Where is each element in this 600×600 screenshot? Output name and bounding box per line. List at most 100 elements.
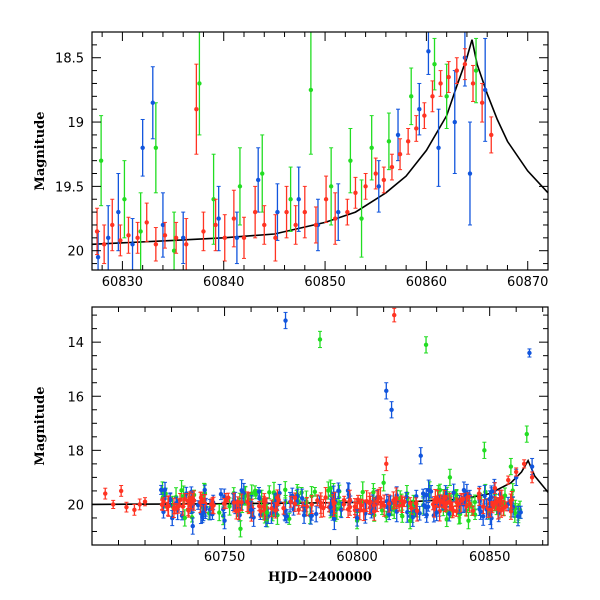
data-point-green	[328, 147, 334, 226]
data-point	[218, 492, 224, 497]
data-point	[283, 487, 288, 492]
data-point-red	[341, 498, 347, 511]
data-point	[492, 501, 497, 506]
data-point-blue	[395, 108, 401, 162]
data-point	[332, 516, 337, 522]
data-point-green	[432, 37, 437, 91]
data-point	[227, 504, 232, 509]
data-point	[262, 496, 267, 502]
data-point	[317, 337, 323, 342]
data-point-red	[361, 499, 366, 522]
data-point	[409, 94, 414, 99]
data-point-red	[137, 498, 142, 511]
data-point	[180, 504, 186, 509]
data-point-red	[381, 494, 387, 517]
data-point-red	[110, 198, 115, 252]
data-point-red	[355, 494, 361, 505]
y-tick-label: 19.5	[55, 180, 84, 195]
data-point	[181, 235, 186, 241]
data-point	[345, 507, 351, 512]
data-point	[182, 515, 187, 521]
data-point	[140, 145, 145, 150]
data-point-red	[194, 63, 199, 155]
data-point	[312, 489, 318, 495]
data-point-red	[363, 173, 368, 200]
data-point	[164, 504, 170, 509]
data-point	[414, 508, 420, 514]
data-point-red	[132, 503, 137, 516]
data-point	[231, 216, 237, 221]
data-point	[414, 494, 419, 499]
data-point	[447, 475, 453, 480]
data-point-blue	[482, 37, 488, 142]
data-point-blue	[424, 488, 429, 502]
y-axis-title: Magnitude	[33, 111, 48, 190]
data-point-green	[482, 441, 487, 459]
data-point	[158, 487, 164, 493]
data-point	[142, 499, 148, 504]
data-point	[283, 318, 288, 323]
data-point	[161, 509, 166, 515]
data-point	[277, 490, 282, 496]
data-point-green	[182, 509, 187, 527]
data-point-blue	[248, 501, 254, 519]
data-point-blue	[116, 173, 121, 252]
data-point-red	[241, 216, 247, 259]
data-point	[248, 507, 254, 513]
data-point	[476, 491, 482, 496]
data-point	[428, 489, 434, 494]
data-point	[328, 184, 334, 189]
data-point-blue	[106, 205, 111, 270]
data-point-blue	[181, 211, 186, 265]
x-tick-label: 60850	[469, 550, 510, 565]
data-point	[395, 132, 401, 138]
data-point	[211, 197, 216, 202]
data-point-blue	[328, 498, 333, 516]
data-point	[451, 490, 456, 495]
data-point-green	[308, 32, 314, 155]
data-point	[222, 518, 227, 523]
data-point	[309, 502, 314, 507]
data-point	[304, 504, 310, 509]
data-point	[462, 61, 468, 67]
data-point	[363, 184, 368, 189]
data-point-green	[423, 336, 429, 354]
data-point-blue	[417, 82, 422, 136]
data-point	[197, 81, 202, 86]
data-point-blue	[162, 481, 168, 498]
data-point	[273, 235, 278, 241]
data-point	[407, 500, 413, 506]
data-point	[132, 507, 137, 513]
data-point-blue	[216, 185, 221, 252]
data-point	[174, 506, 179, 511]
data-point-red	[499, 489, 504, 506]
data-point	[394, 509, 399, 514]
data-point-blue	[308, 507, 314, 525]
data-point	[226, 495, 231, 500]
data-point	[490, 504, 495, 510]
data-point-blue	[301, 506, 307, 524]
data-point	[301, 513, 307, 518]
y-tick-label: 19	[67, 116, 84, 131]
data-point-red	[284, 185, 289, 239]
data-point-green	[444, 63, 449, 129]
data-point-green	[267, 485, 272, 500]
data-point	[288, 499, 294, 504]
data-point-red	[313, 206, 319, 244]
data-point	[460, 496, 466, 502]
data-point	[235, 499, 241, 504]
data-point	[438, 81, 443, 86]
data-point	[378, 495, 383, 501]
data-point-red	[393, 497, 398, 508]
data-point	[440, 500, 446, 505]
data-point-green	[98, 115, 104, 207]
data-point	[160, 222, 166, 228]
data-point	[293, 222, 298, 228]
data-point-red	[176, 498, 182, 514]
data-point-red	[413, 497, 419, 509]
data-point	[98, 158, 104, 163]
data-point-red	[407, 497, 413, 509]
data-point	[124, 504, 129, 510]
data-point-red	[226, 492, 231, 503]
